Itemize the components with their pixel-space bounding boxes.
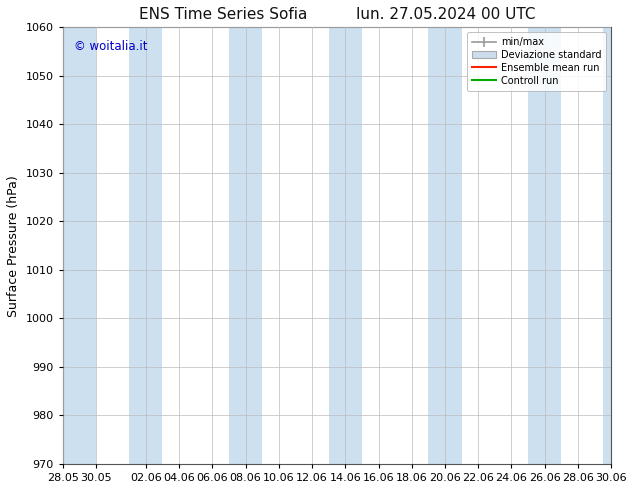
Bar (528, 27, 561, 464)
Bar (429, 27, 462, 464)
Y-axis label: Surface Pressure (hPa): Surface Pressure (hPa) (7, 175, 20, 317)
Title: ENS Time Series Sofia          lun. 27.05.2024 00 UTC: ENS Time Series Sofia lun. 27.05.2024 00… (139, 7, 535, 22)
Bar (129, 27, 162, 464)
Bar (603, 27, 634, 464)
Bar (229, 27, 262, 464)
Bar (328, 27, 362, 464)
Bar (63, 27, 96, 464)
Text: © woitalia.it: © woitalia.it (74, 40, 147, 53)
Legend: min/max, Deviazione standard, Ensemble mean run, Controll run: min/max, Deviazione standard, Ensemble m… (467, 32, 606, 91)
